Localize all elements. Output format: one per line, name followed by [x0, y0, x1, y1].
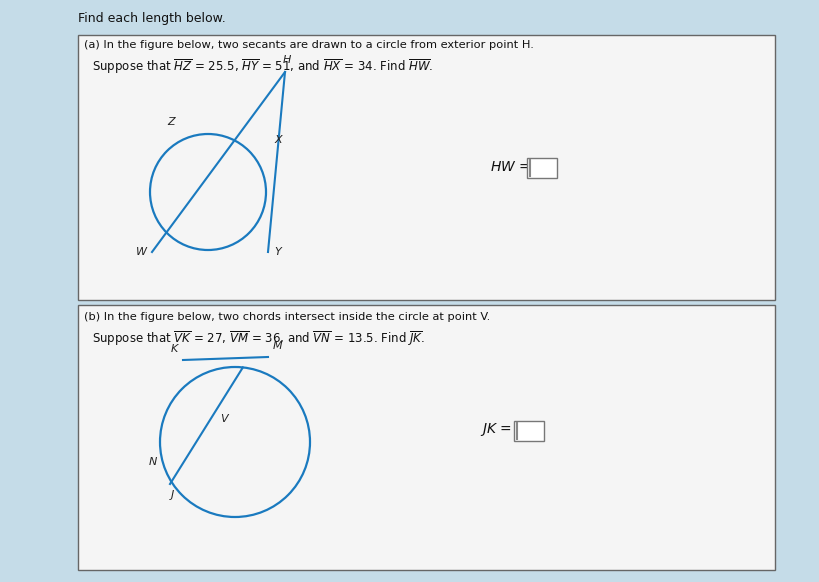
- Text: V: V: [219, 414, 228, 424]
- Text: $\it{HW}$ =: $\it{HW}$ =: [490, 160, 530, 174]
- Text: (a) In the figure below, two secants are drawn to a circle from exterior point H: (a) In the figure below, two secants are…: [84, 40, 533, 50]
- Text: K: K: [170, 344, 178, 354]
- Bar: [514, 421, 543, 441]
- Text: M: M: [273, 341, 283, 351]
- Text: Suppose that $\overline{HZ}$ = 25.5, $\overline{HY}$ = 51, and $\overline{HX}$ =: Suppose that $\overline{HZ}$ = 25.5, $\o…: [92, 57, 432, 76]
- Text: Y: Y: [274, 247, 280, 257]
- Bar: [78, 305, 774, 570]
- Text: J: J: [170, 490, 174, 500]
- Text: Suppose that $\overline{VK}$ = 27, $\overline{VM}$ = 36, and $\overline{VN}$ = 1: Suppose that $\overline{VK}$ = 27, $\ove…: [92, 329, 424, 348]
- Bar: [78, 35, 774, 300]
- Text: H: H: [283, 55, 291, 65]
- Text: W: W: [136, 247, 147, 257]
- Text: (b) In the figure below, two chords intersect inside the circle at point V.: (b) In the figure below, two chords inte…: [84, 312, 490, 322]
- Text: Find each length below.: Find each length below.: [78, 12, 225, 25]
- Text: Z: Z: [167, 117, 174, 127]
- Bar: [527, 158, 556, 178]
- Text: $\it{JK}$ =: $\it{JK}$ =: [479, 421, 511, 438]
- Text: X: X: [274, 135, 281, 145]
- Text: N: N: [148, 457, 156, 467]
